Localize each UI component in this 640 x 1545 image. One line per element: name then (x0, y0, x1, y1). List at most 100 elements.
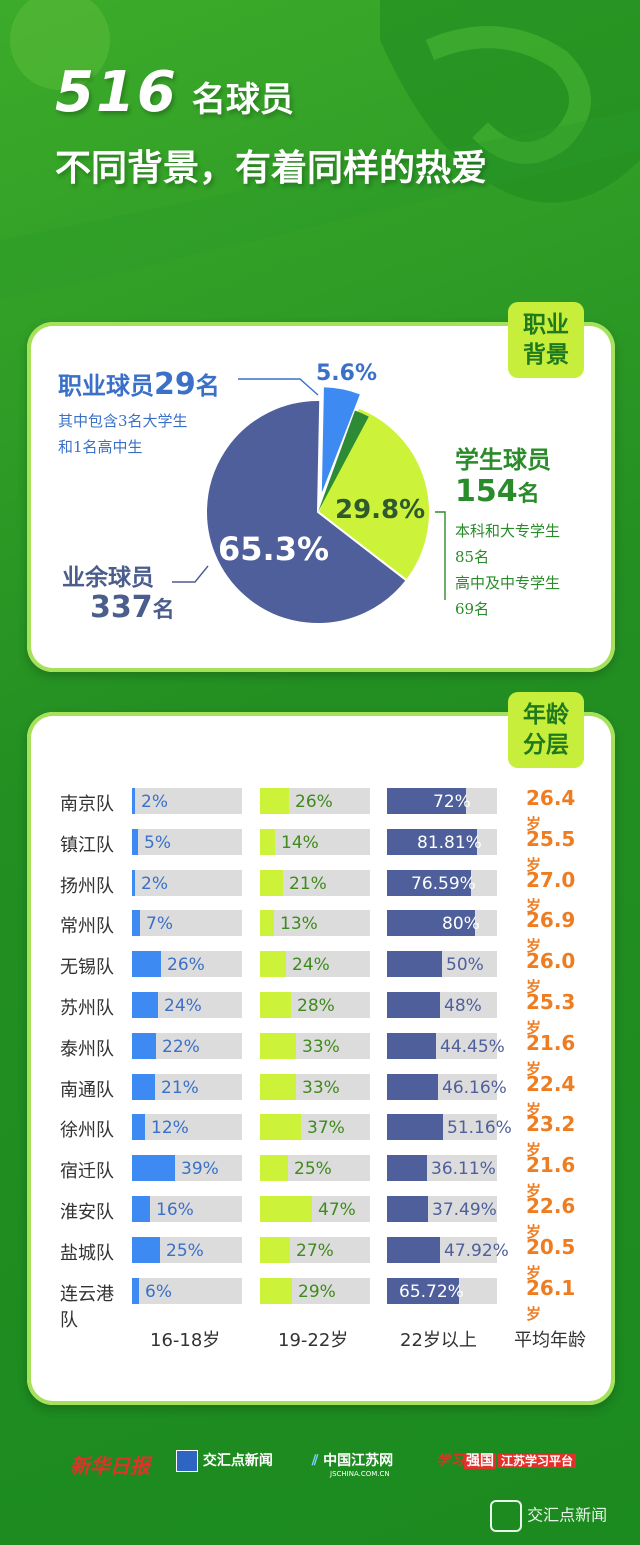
average-age: 25.5岁 (526, 826, 576, 874)
team-name: 镇江队 (60, 834, 114, 856)
team-name: 泰州队 (60, 1038, 114, 1060)
bar-track: 22% (132, 1032, 242, 1059)
bar-label: 44.45% (440, 1036, 505, 1057)
pro-count: 29 (154, 367, 196, 402)
bar-16-18 (132, 1277, 139, 1304)
bar-track: 21% (260, 869, 370, 896)
bar-16-18 (132, 1114, 145, 1141)
average-age: 21.6岁 (526, 1030, 576, 1078)
bar-22-plus (387, 1032, 436, 1059)
bar-19-22 (260, 1236, 290, 1263)
title-suffix: 名球员 (191, 80, 294, 120)
bar-16-18 (132, 1155, 175, 1182)
bar-label: 2% (141, 792, 168, 812)
jiaohuidian-icon (176, 1450, 198, 1472)
student-note-1: 本科和大专学生 (455, 522, 561, 540)
bar-label: 80% (442, 914, 480, 935)
student-note-3: 高中及中专学生 (455, 574, 561, 592)
bar-track: 47% (260, 1195, 370, 1222)
bar-track: 25% (132, 1236, 242, 1263)
team-name: 连云港队 (60, 1283, 114, 1331)
bar-22-plus (387, 1155, 427, 1182)
team-name: 无锡队 (60, 957, 114, 979)
bar-22-plus (387, 869, 471, 896)
bar-label: 6% (145, 1281, 172, 1302)
bar-19-22 (260, 1277, 292, 1304)
team-name: 徐州队 (60, 1120, 114, 1142)
average-age: 20.5岁 (526, 1234, 576, 1282)
bar-19-22 (260, 869, 283, 896)
jschina-icon: ⫽ (312, 1453, 319, 1469)
bar-label: 25% (166, 1240, 204, 1261)
student-note-4: 69名 (455, 600, 490, 618)
background-decoration (0, 0, 640, 300)
bar-track: 46.16% (387, 1073, 507, 1100)
bar-track: 13% (260, 910, 370, 937)
bar-16-18 (132, 1073, 155, 1100)
bar-19-22 (260, 951, 286, 978)
logo-jschina: ⫽ 中国江苏网 JSCHINA.COM.CN (312, 1453, 394, 1478)
bar-16-18 (132, 828, 138, 855)
bar-label: 37.49% (432, 1199, 497, 1220)
bar-label: 36.11% (431, 1159, 496, 1180)
bar-19-22 (260, 788, 289, 814)
bar-track: 72% (387, 788, 497, 814)
pro-note-2: 和1名高中生 (58, 438, 143, 456)
average-age: 26.0岁 (526, 949, 576, 997)
watermark: 交汇点新闻 (490, 1500, 607, 1532)
team-name: 扬州队 (60, 875, 114, 897)
bar-22-plus (387, 828, 477, 855)
bar-16-18 (132, 1195, 150, 1222)
bar-22-plus (387, 1073, 438, 1100)
bar-label: 27% (296, 1240, 334, 1261)
bar-label: 47% (318, 1199, 356, 1220)
bar-label: 47.92% (444, 1240, 509, 1261)
amateur-label: 业余球员 (62, 565, 154, 591)
bar-label: 14% (281, 832, 319, 853)
logo-jiaohuidian: 交汇点新闻 (176, 1450, 273, 1472)
bar-label: 50% (446, 955, 484, 976)
bar-22-plus (387, 1114, 443, 1141)
bar-label: 21% (161, 1077, 199, 1098)
bar-19-22 (260, 1155, 288, 1182)
bar-label: 25% (294, 1159, 332, 1180)
title-subtitle: 不同背景，有着同样的热爱 (55, 148, 488, 189)
bar-16-18 (132, 1236, 160, 1263)
bar-track: 37.49% (387, 1195, 497, 1222)
bar-22-plus (387, 951, 442, 978)
bar-track: 80% (387, 910, 497, 937)
bar-track: 12% (132, 1114, 242, 1141)
average-age: 22.4岁 (526, 1071, 576, 1119)
bar-track: 29% (260, 1277, 370, 1304)
bar-label: 72% (433, 792, 471, 812)
team-name: 盐城队 (60, 1242, 114, 1264)
bar-label: 37% (307, 1118, 345, 1139)
bar-label: 48% (444, 995, 482, 1016)
bar-19-22 (260, 1032, 296, 1059)
bar-track: 33% (260, 1032, 370, 1059)
page-title: 516 名球员 不同背景，有着同样的热爱 (55, 60, 487, 191)
bar-track: 39% (132, 1155, 242, 1182)
bar-label: 46.16% (442, 1077, 507, 1098)
bar-track: 16% (132, 1195, 242, 1222)
average-age: 26.4岁 (526, 786, 576, 833)
bar-label: 12% (151, 1118, 189, 1139)
col-label-22-plus: 22岁以上 (400, 1330, 477, 1351)
student-count: 154名 (455, 474, 540, 509)
logo-xinhua-daily: 新华日报 (70, 1454, 150, 1478)
title-number: 516 (55, 60, 178, 125)
bar-track: 6% (132, 1277, 242, 1304)
average-age: 22.6岁 (526, 1193, 576, 1241)
bar-track: 33% (260, 1073, 370, 1100)
bar-track: 24% (260, 951, 370, 978)
average-age: 25.3岁 (526, 989, 576, 1037)
bar-19-22 (260, 828, 275, 855)
team-name: 宿迁队 (60, 1161, 114, 1183)
student-note-2: 85名 (455, 548, 490, 566)
bar-track: 51.16% (387, 1114, 512, 1141)
bar-19-22 (260, 1114, 301, 1141)
background-badge: 职业背景 (508, 302, 584, 378)
bar-19-22 (260, 991, 291, 1018)
bar-label: 26% (295, 792, 333, 812)
bar-16-18 (132, 991, 158, 1018)
